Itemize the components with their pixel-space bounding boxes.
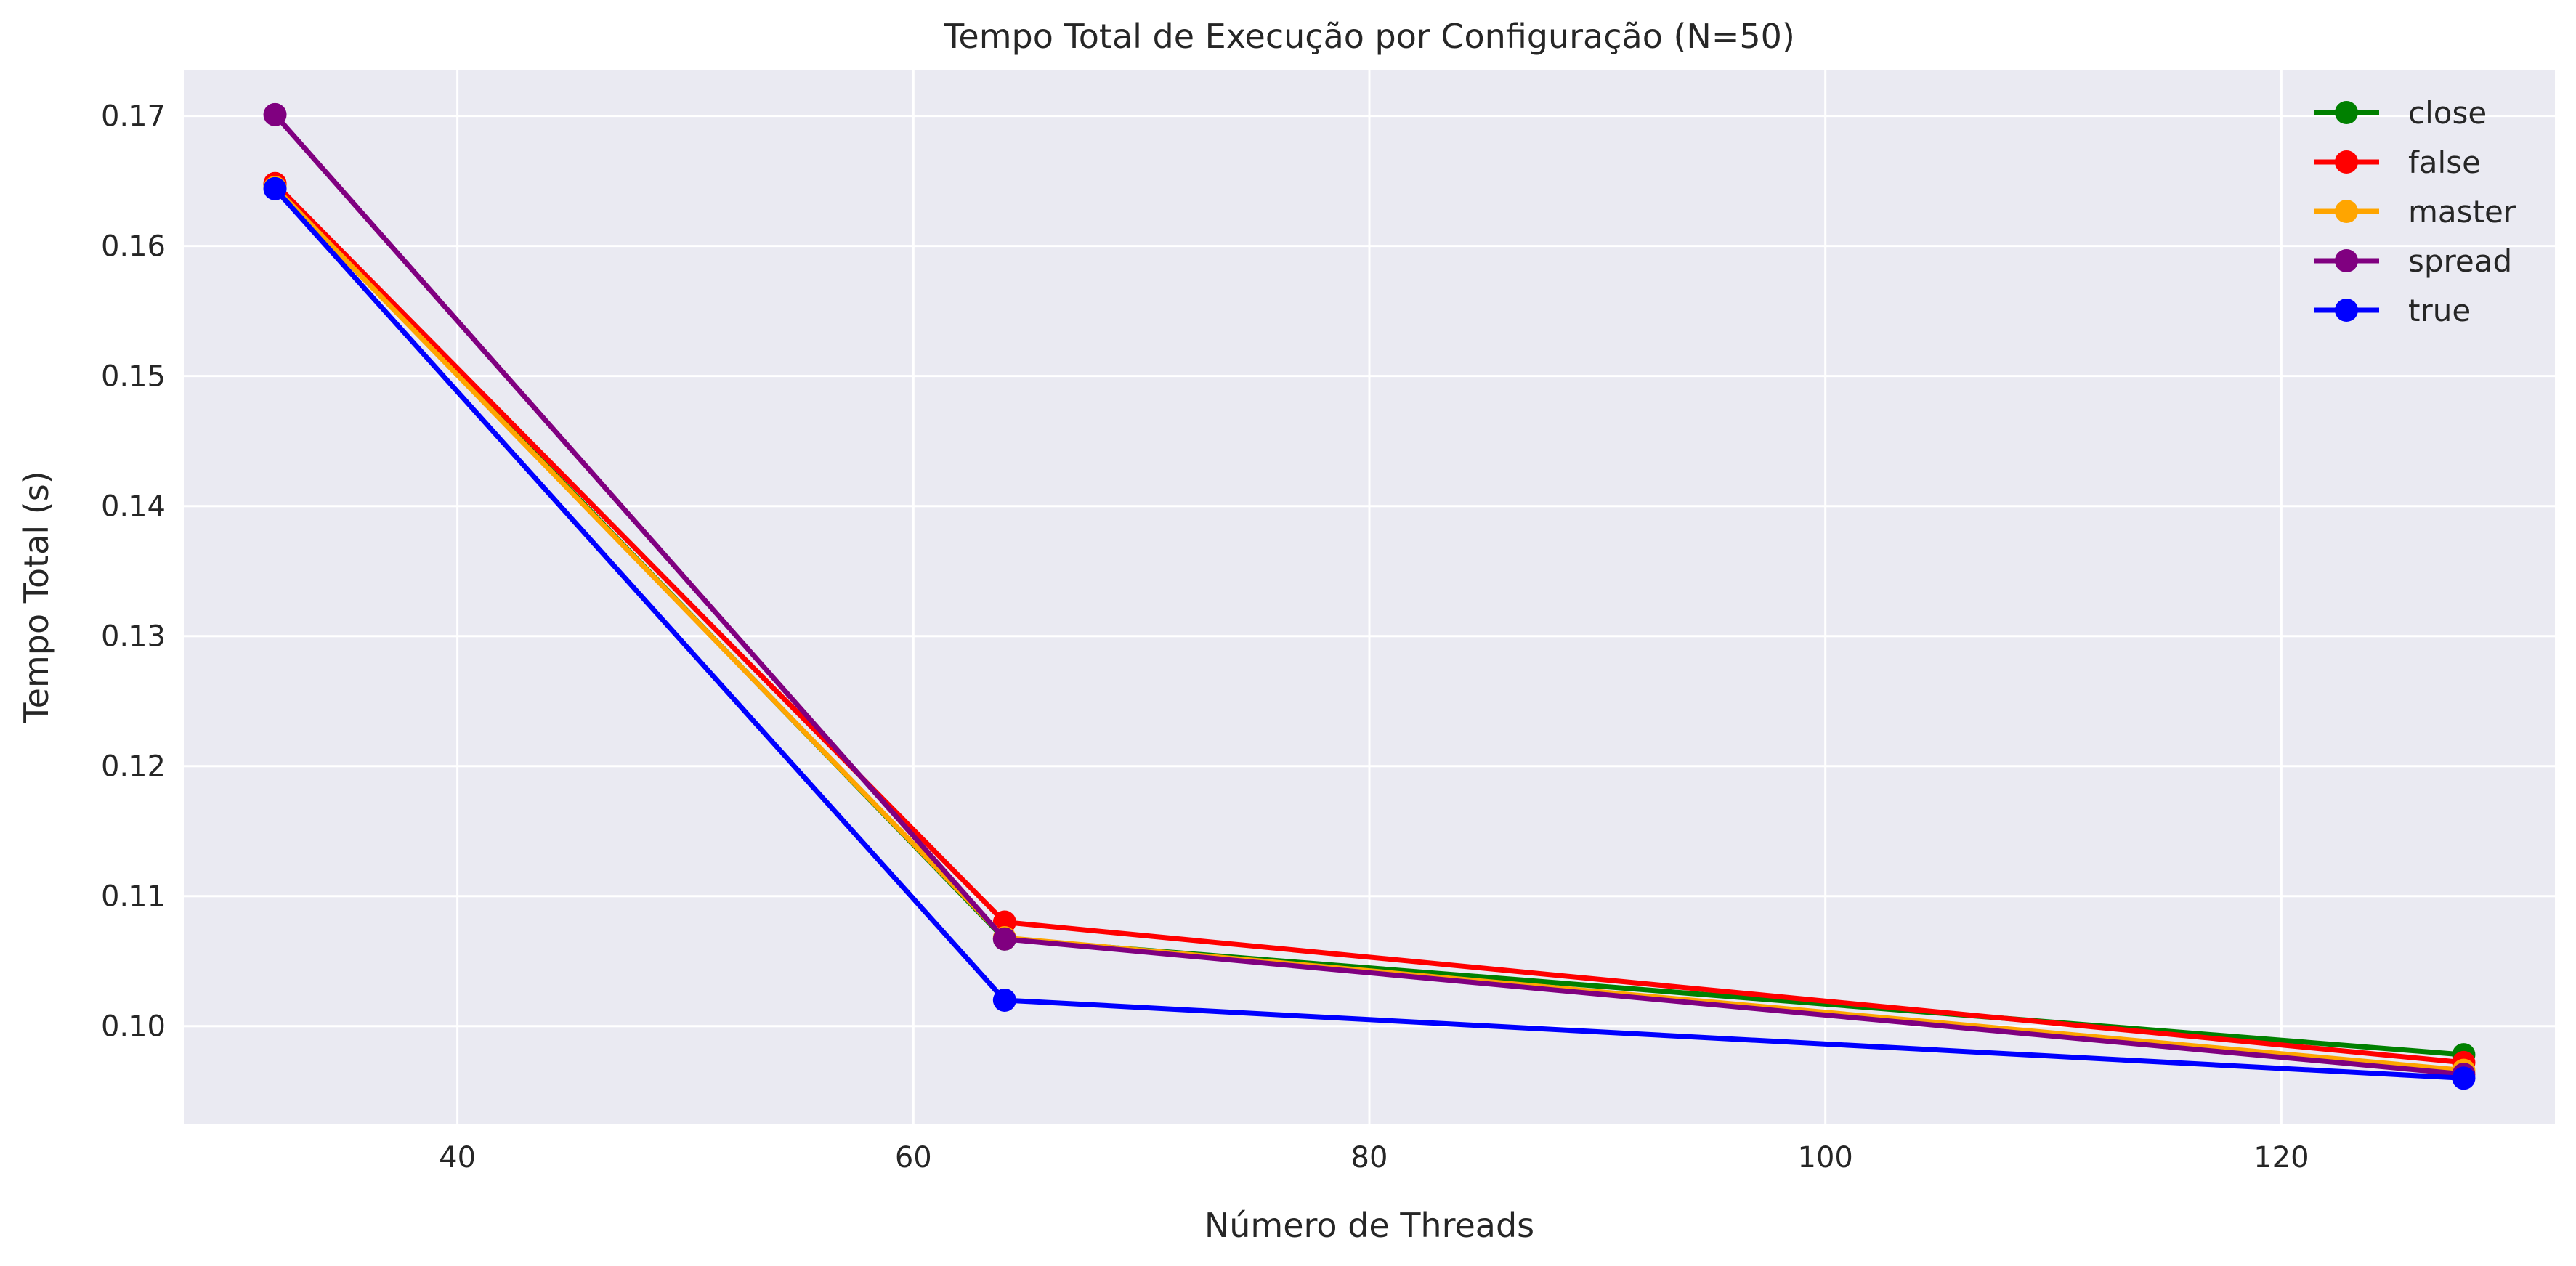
y-tick-label: 0.15 [101, 360, 166, 394]
series-layer [263, 102, 2476, 1090]
x-tick-label: 80 [1351, 1141, 1388, 1174]
y-axis-label: Tempo Total (s) [17, 471, 56, 723]
data-point [263, 102, 287, 126]
data-point [992, 927, 1016, 951]
y-tick-label: 0.17 [101, 100, 166, 134]
legend-label: false [2408, 145, 2481, 180]
data-point [992, 988, 1016, 1012]
grid-lines [184, 70, 2555, 1124]
x-axis-label: Número de Threads [1204, 1206, 1534, 1245]
y-tick-label: 0.16 [101, 230, 166, 264]
y-tick-label: 0.12 [101, 750, 166, 784]
y-tick-label: 0.14 [101, 490, 166, 524]
legend-marker [2335, 200, 2358, 223]
x-tick-label: 120 [2253, 1141, 2309, 1174]
x-tick-label: 60 [895, 1141, 932, 1174]
y-axis-ticks: 0.10 0.11 0.12 0.13 0.14 0.15 0.16 0.17 [101, 100, 166, 1044]
legend-label: true [2408, 293, 2471, 328]
legend-item-false: false [2314, 145, 2481, 180]
series-true [263, 176, 2476, 1090]
y-tick-label: 0.11 [101, 880, 166, 914]
legend-item-master: master [2314, 194, 2516, 230]
legend: close false master spread true [2314, 95, 2516, 328]
legend-item-true: true [2314, 293, 2471, 328]
legend-marker [2335, 299, 2358, 322]
data-point [2452, 1066, 2476, 1090]
y-tick-label: 0.10 [101, 1010, 166, 1044]
data-point [263, 176, 287, 200]
legend-marker [2335, 150, 2358, 174]
legend-label: spread [2408, 243, 2512, 279]
x-tick-label: 40 [439, 1141, 476, 1174]
chart-title: Tempo Total de Execução por Configuração… [943, 17, 1795, 56]
legend-label: master [2408, 194, 2516, 230]
legend-marker [2335, 249, 2358, 272]
legend-item-close: close [2314, 95, 2487, 131]
x-tick-label: 100 [1798, 1141, 1853, 1174]
legend-item-spread: spread [2314, 243, 2512, 279]
y-tick-label: 0.13 [101, 620, 166, 654]
x-axis-ticks: 40 60 80 100 120 [439, 1141, 2309, 1174]
legend-label: close [2408, 95, 2487, 131]
legend-marker [2335, 101, 2358, 124]
